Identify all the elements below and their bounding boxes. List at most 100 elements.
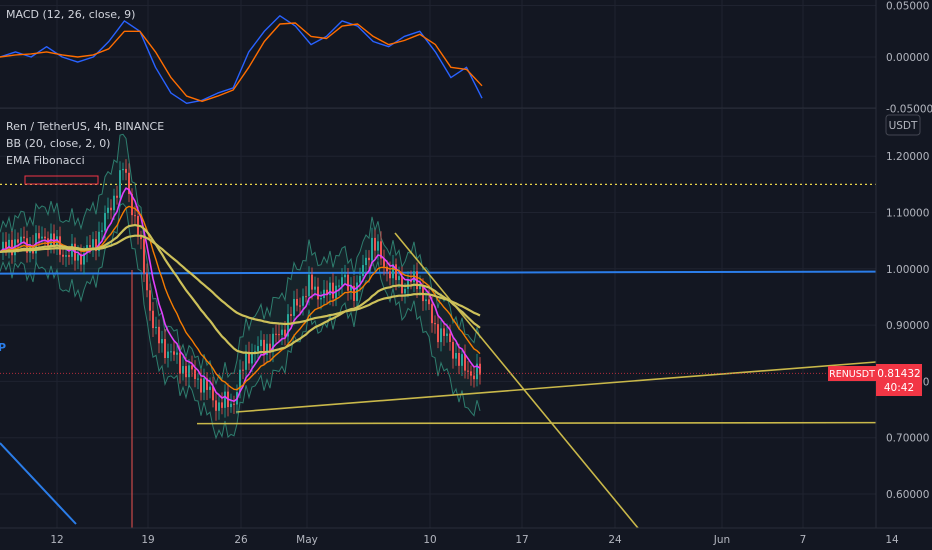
time-tick-label[interactable]: 19 [141,534,154,546]
candle-body [110,207,112,211]
candle-body [293,298,295,316]
candle-body [452,341,454,359]
candle-body [161,339,163,344]
currency-label[interactable]: USDT [889,120,918,132]
candle-body [395,264,397,281]
candle-body [167,351,169,359]
candle-body [104,213,106,231]
candle-body [242,369,244,371]
price-tick-label[interactable]: 0.90000 [886,320,929,332]
candle-body [152,310,154,329]
price-tick-label[interactable]: 1.10000 [886,208,929,220]
blue-horizontal-line[interactable] [0,270,877,275]
time-tick-label[interactable]: 7 [800,534,807,546]
ema-legend[interactable]: EMA Fibonacci [6,154,85,167]
macd-pane[interactable] [0,15,483,105]
candle-body [281,329,283,335]
candle-body [176,352,178,355]
candle-body [455,352,457,359]
time-tick-label[interactable]: 26 [234,534,248,546]
support-line[interactable] [196,421,877,425]
candle-body [44,236,46,239]
time-tick-label[interactable]: 12 [50,534,63,546]
candle-body [386,266,388,272]
candle-body [185,366,187,378]
candle-body [119,170,121,198]
candle-body [8,239,10,249]
time-tick-label[interactable]: 24 [608,534,622,546]
candle-body [146,273,148,291]
candle-body [179,352,181,374]
candle-body [275,333,277,335]
rising-trendline[interactable] [235,361,877,413]
candle-body [182,366,184,374]
time-tick-label[interactable]: Jun [713,534,730,546]
candle-body [257,346,259,352]
symbol-title[interactable]: Ren / TetherUS, 4h, BINANCE [6,120,164,133]
candle-body [245,351,247,370]
candle-body [254,351,256,353]
candle-body [446,333,448,336]
candle-body [326,289,328,296]
candle-body [380,241,382,259]
candle-body [341,277,343,286]
candle-body [113,195,115,211]
main-price-axis[interactable]: 1.200001.100001.000000.900000.800000.700… [886,151,929,501]
signal-line[interactable] [0,22,483,103]
candle-body [68,255,70,257]
price-tick-label[interactable]: 1.00000 [886,264,929,276]
candle-body [71,243,73,257]
macd-tick-label[interactable]: 0.00000 [886,52,929,64]
time-tick-label[interactable]: 17 [515,534,528,546]
falling-trendline[interactable] [394,232,639,529]
price-tick-label[interactable]: 0.70000 [886,433,929,445]
candle-body [203,378,205,393]
time-axis[interactable]: 12 19 26 May 10 17 24 Jun 7 14 [50,534,899,546]
candle-body [80,254,82,265]
macd-line[interactable] [0,15,483,105]
time-tick-label[interactable]: May [296,534,318,546]
candle-body [440,328,442,343]
main-pane[interactable] [0,133,877,529]
bollinger-lower[interactable] [0,202,481,440]
last-price-badge: RENUSDT 0.81432 40:42 [828,364,922,396]
macd-price-axis[interactable]: 0.05000 0.00000 -0.05000 [886,1,932,116]
candle-body [77,254,79,261]
ema-mid-line[interactable] [0,205,481,391]
blue-trendline[interactable] [0,442,77,525]
price-tick-label[interactable]: 0.60000 [886,489,929,501]
time-tick-label[interactable]: 14 [885,534,899,546]
candle-body [314,286,316,290]
macd-tick-label[interactable]: -0.05000 [886,104,932,116]
macd-legend[interactable]: MACD (12, 26, close, 9) [6,8,135,21]
price-tick-label[interactable]: 1.20000 [886,151,929,163]
candle-body [143,239,145,274]
candle-body [320,298,322,300]
candle-body [194,369,196,380]
macd-tick-label[interactable]: 0.05000 [886,1,929,13]
currency-box[interactable] [885,114,921,136]
bollinger-upper[interactable] [0,133,481,386]
candle-body [206,378,208,390]
candle-body [128,172,130,194]
candle-body [431,304,433,324]
candle-body [92,239,94,248]
candle-body [107,207,109,214]
ema-fast-line[interactable] [0,187,481,403]
candle-body [302,296,304,306]
ema-slower-line[interactable] [0,234,481,326]
candle-body [359,276,361,283]
candle-body [260,339,262,347]
candle-body [266,343,268,355]
candle-body [11,239,13,256]
candle-body [17,239,19,243]
candle-body [392,264,394,279]
candle-body [218,402,220,411]
candle-body [410,280,412,283]
price-zone-box[interactable] [24,175,99,185]
candle-body [299,305,301,307]
bb-legend[interactable]: BB (20, close, 2, 0) [6,137,110,150]
time-tick-label[interactable]: 10 [423,534,436,546]
candle-body [473,375,475,380]
